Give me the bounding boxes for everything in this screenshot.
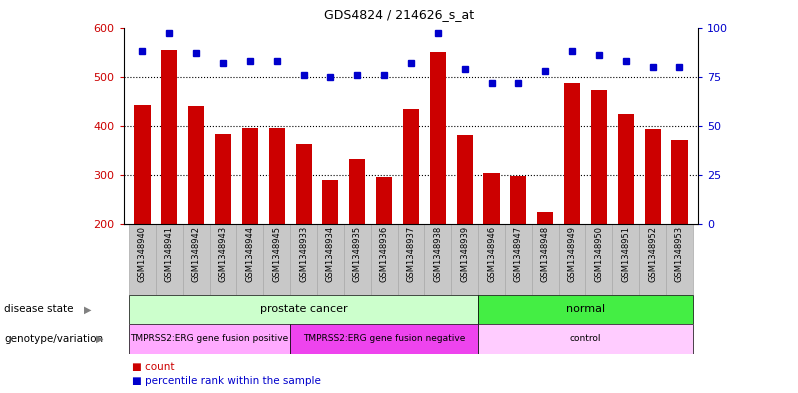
Bar [129, 295, 478, 324]
Bar [269, 128, 285, 322]
Bar [129, 324, 290, 354]
Bar [134, 105, 151, 322]
Bar [403, 108, 419, 322]
Bar [376, 177, 392, 322]
Text: GSM1348943: GSM1348943 [219, 226, 227, 282]
Bar [188, 106, 204, 322]
Text: disease state: disease state [4, 305, 73, 314]
Bar [371, 224, 397, 295]
Bar [505, 224, 531, 295]
Bar [290, 324, 478, 354]
Text: GSM1348939: GSM1348939 [460, 226, 469, 282]
Bar [671, 141, 688, 322]
Text: GSM1348949: GSM1348949 [567, 226, 577, 282]
Bar [295, 144, 312, 322]
Bar [666, 224, 693, 295]
Bar [236, 224, 263, 295]
Text: GSM1348933: GSM1348933 [299, 226, 308, 283]
Bar [564, 83, 580, 322]
Text: prostate cancer: prostate cancer [260, 305, 347, 314]
Bar [591, 90, 607, 322]
Bar [478, 224, 505, 295]
Text: genotype/variation: genotype/variation [4, 334, 103, 344]
Bar [478, 324, 693, 354]
Bar [156, 224, 183, 295]
Bar [350, 159, 365, 322]
Text: GSM1348947: GSM1348947 [514, 226, 523, 282]
Text: GSM1348953: GSM1348953 [675, 226, 684, 282]
Bar [645, 129, 661, 322]
Text: GSM1348942: GSM1348942 [192, 226, 200, 282]
Text: GSM1348935: GSM1348935 [353, 226, 361, 282]
Bar [639, 224, 666, 295]
Text: ■ count: ■ count [132, 362, 174, 372]
Bar [559, 224, 586, 295]
Text: ■ percentile rank within the sample: ■ percentile rank within the sample [132, 376, 321, 386]
Text: ▶: ▶ [84, 305, 91, 314]
Bar [586, 224, 612, 295]
Bar [344, 224, 371, 295]
Text: GSM1348952: GSM1348952 [648, 226, 657, 282]
Bar [215, 134, 231, 322]
Text: GSM1348938: GSM1348938 [433, 226, 442, 283]
Bar [161, 50, 177, 322]
Text: GSM1348940: GSM1348940 [138, 226, 147, 282]
Bar [397, 224, 425, 295]
Text: normal: normal [566, 305, 605, 314]
Bar [183, 224, 210, 295]
Bar [451, 224, 478, 295]
Text: TMPRSS2:ERG gene fusion negative: TMPRSS2:ERG gene fusion negative [303, 334, 465, 343]
Text: GSM1348941: GSM1348941 [165, 226, 174, 282]
Text: GSM1348948: GSM1348948 [541, 226, 550, 282]
Text: GSM1348934: GSM1348934 [326, 226, 335, 282]
Text: GSM1348946: GSM1348946 [487, 226, 496, 282]
Bar [612, 224, 639, 295]
Bar [478, 295, 693, 324]
Bar [510, 176, 527, 322]
Bar [456, 135, 472, 322]
Text: GSM1348945: GSM1348945 [272, 226, 281, 282]
Text: GDS4824 / 214626_s_at: GDS4824 / 214626_s_at [324, 8, 474, 21]
Bar [425, 224, 451, 295]
Bar [537, 212, 553, 322]
Bar [322, 180, 338, 322]
Bar [210, 224, 236, 295]
Bar [129, 224, 156, 295]
Bar [317, 224, 344, 295]
Text: ▶: ▶ [96, 334, 103, 344]
Bar [242, 128, 258, 322]
Text: control: control [570, 334, 601, 343]
Text: TMPRSS2:ERG gene fusion positive: TMPRSS2:ERG gene fusion positive [131, 334, 289, 343]
Text: GSM1348937: GSM1348937 [406, 226, 416, 283]
Bar [290, 224, 317, 295]
Text: GSM1348950: GSM1348950 [595, 226, 603, 282]
Text: GSM1348951: GSM1348951 [622, 226, 630, 282]
Bar [484, 173, 500, 322]
Bar [430, 52, 446, 322]
Bar [531, 224, 559, 295]
Text: GSM1348936: GSM1348936 [380, 226, 389, 283]
Text: GSM1348944: GSM1348944 [245, 226, 255, 282]
Bar [618, 114, 634, 322]
Bar [263, 224, 290, 295]
